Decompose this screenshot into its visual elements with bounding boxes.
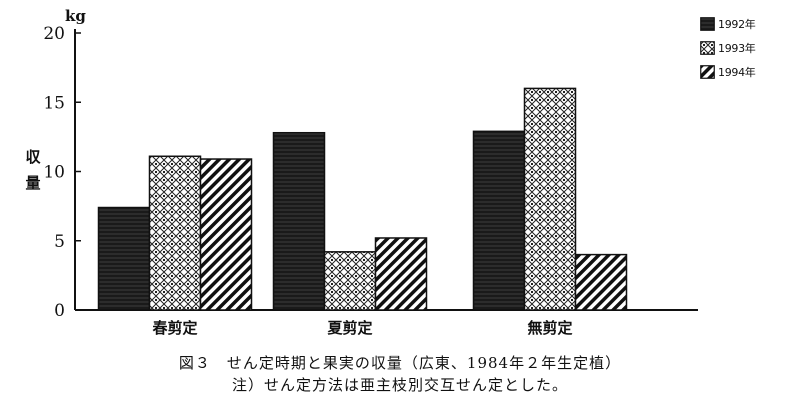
legend: 1992年 1993年 1994年 <box>700 12 756 84</box>
y-axis-label-char: 量 <box>25 174 40 192</box>
bars <box>97 87 628 311</box>
legend-item: 1993年 <box>700 36 756 60</box>
bar <box>472 130 526 311</box>
legend-swatch <box>700 17 715 31</box>
legend-swatch <box>700 41 715 55</box>
bar <box>323 251 377 311</box>
x-category-label: 春剪定 <box>152 319 197 337</box>
bar <box>272 131 326 311</box>
bar <box>199 158 253 311</box>
y-tick-label: 5 <box>54 232 65 252</box>
bar <box>574 253 628 311</box>
bar <box>523 87 577 311</box>
y-tick-label: 0 <box>54 301 65 321</box>
x-category-label: 無剪定 <box>527 319 572 337</box>
bar <box>148 155 202 311</box>
legend-item: 1992年 <box>700 12 756 36</box>
y-tick-label: 20 <box>43 24 65 44</box>
figure-note: 注）せん定方法は亜主枝別交互せん定とした。 <box>231 376 568 394</box>
legend-label: 1994年 <box>718 66 756 79</box>
legend-label: 1993年 <box>718 42 756 55</box>
y-tick-label: 15 <box>43 93 65 113</box>
x-category-label: 夏剪定 <box>326 319 372 337</box>
y-unit-label: kg <box>65 7 86 25</box>
legend-swatch <box>700 65 715 79</box>
figure-caption: 図３ せん定時期と果実の収量（広東、1984年２年生定植） <box>178 354 622 372</box>
y-tick-label: 10 <box>43 163 65 183</box>
legend-item: 1994年 <box>700 60 756 84</box>
bar <box>374 237 428 311</box>
y-axis-label-char: 収 <box>25 148 41 166</box>
legend-label: 1992年 <box>718 18 756 31</box>
bar <box>97 206 151 311</box>
